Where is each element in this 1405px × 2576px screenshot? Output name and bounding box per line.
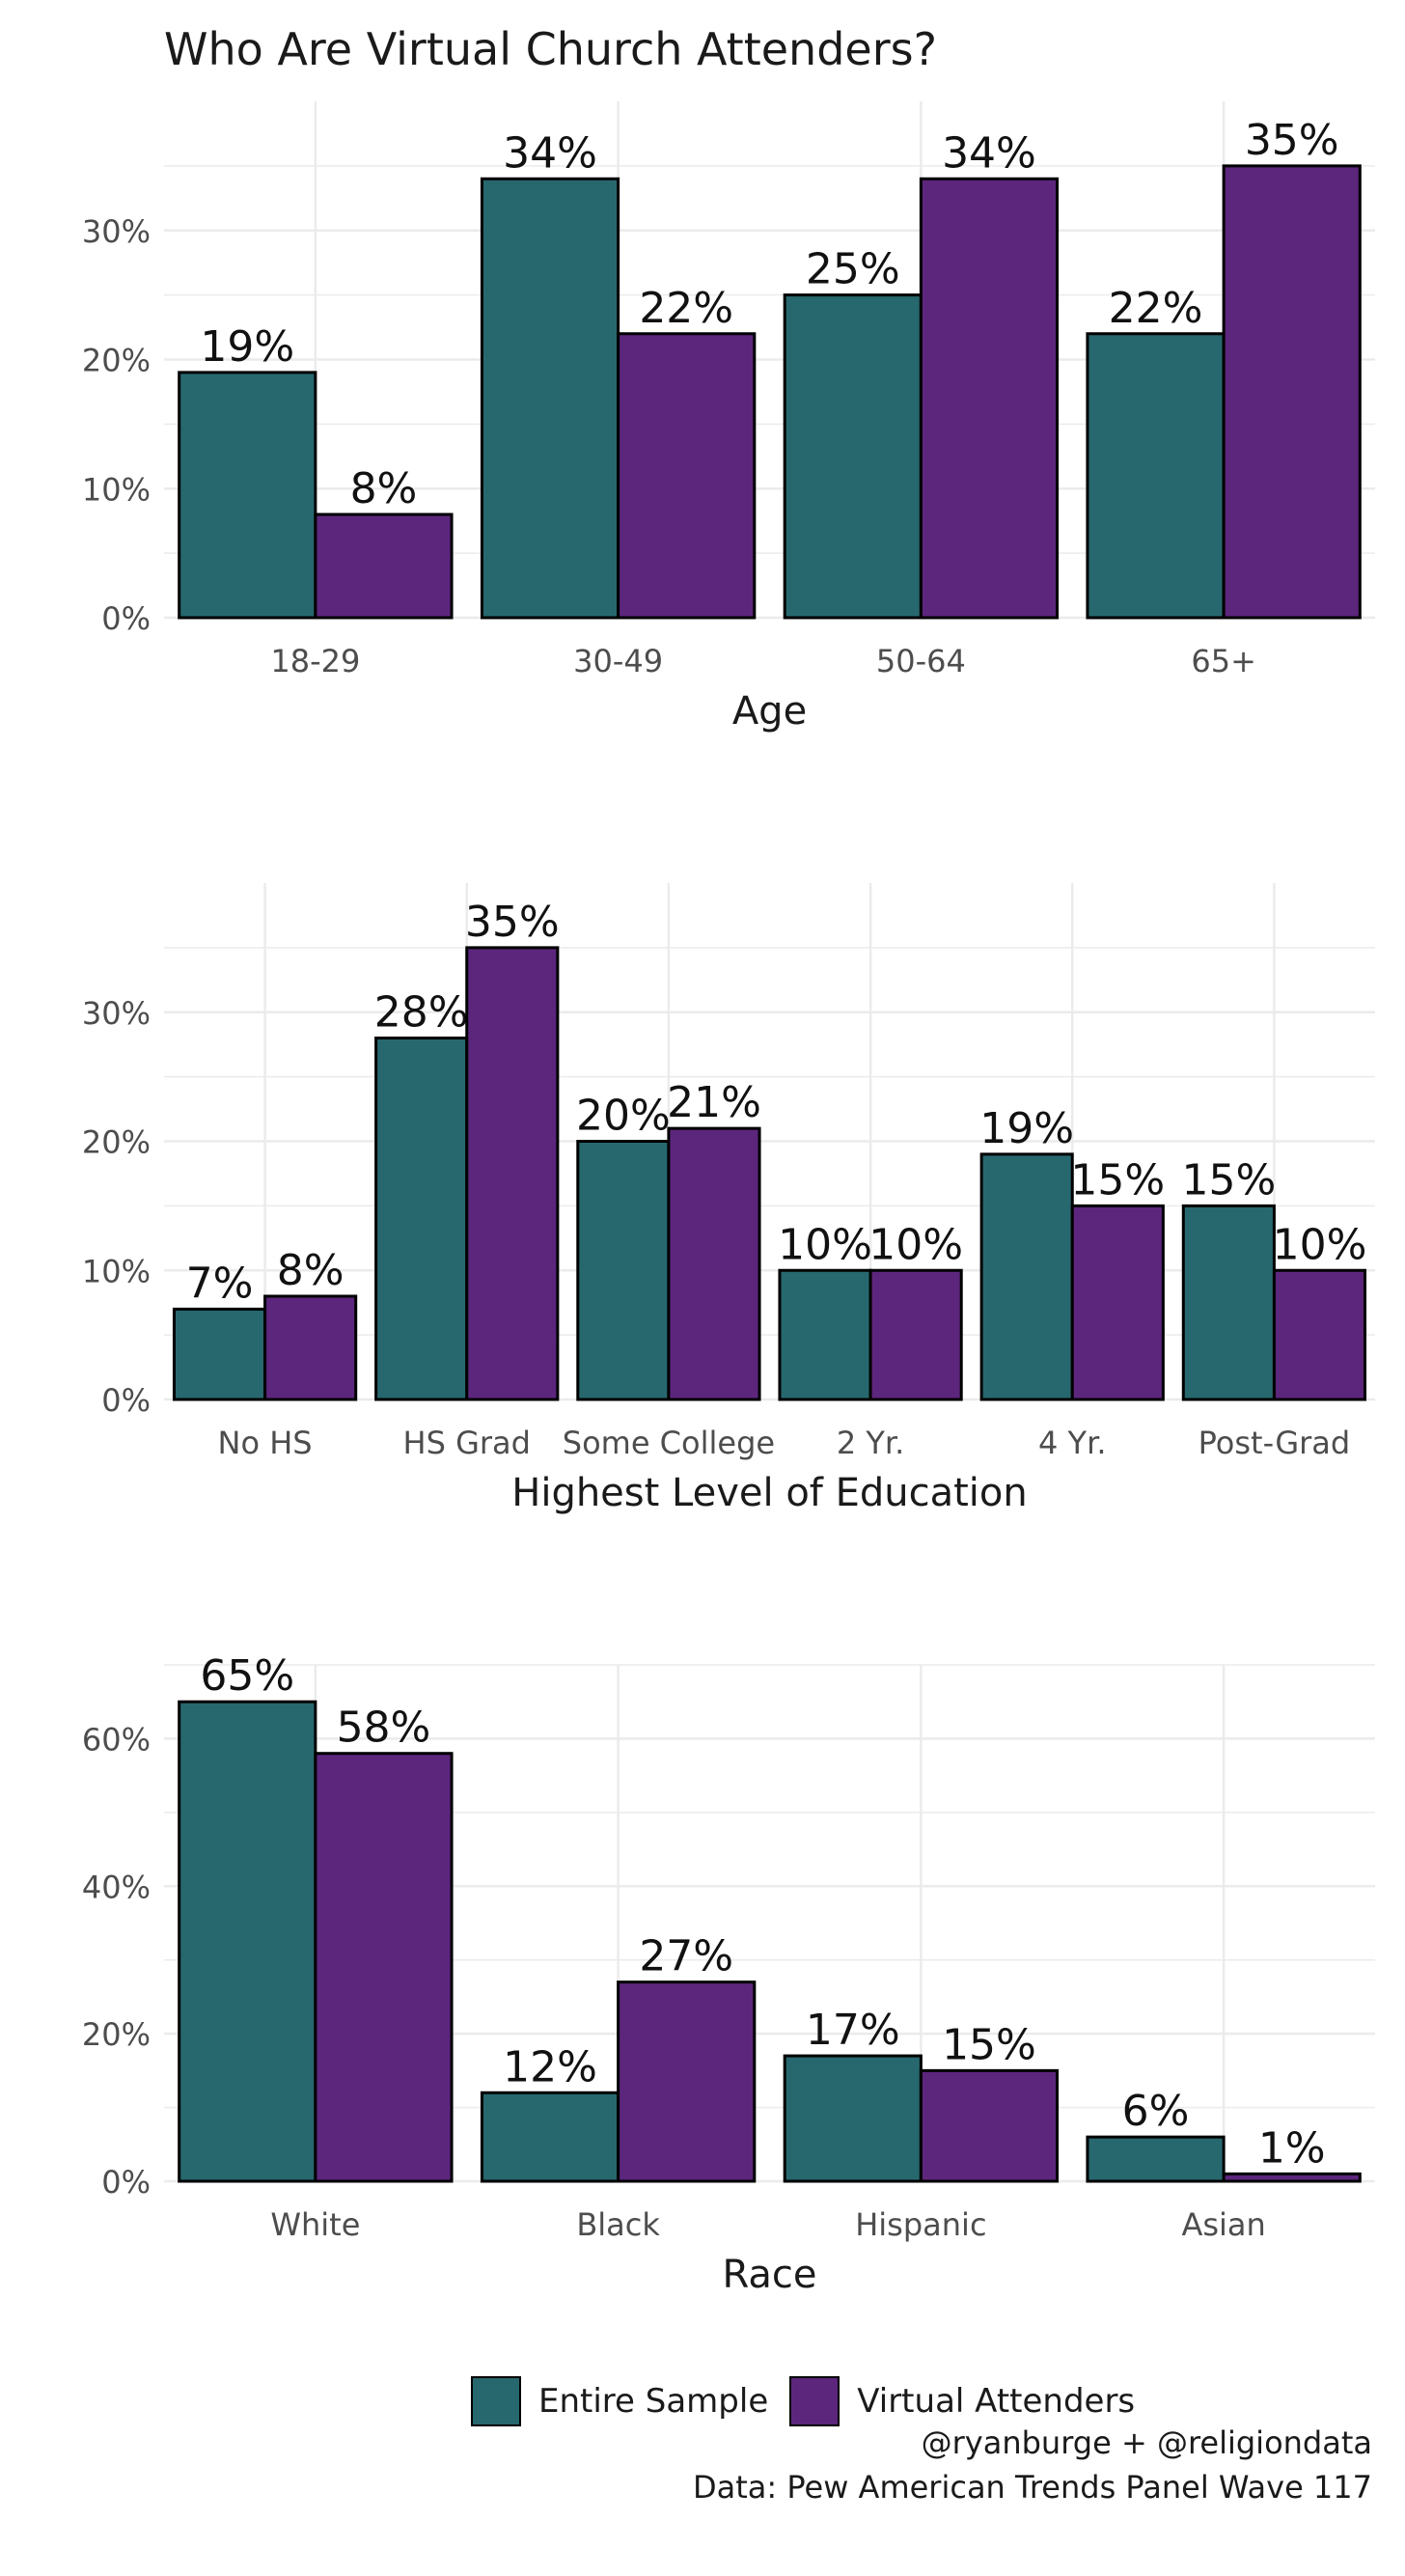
education-data-label-virtual: 10% [868, 1220, 963, 1269]
education-bar-entire [172, 1307, 267, 1401]
education-data-label-entire: 20% [576, 1092, 671, 1141]
race-bar-entire [783, 2054, 923, 2183]
race-bar-virtual [919, 2068, 1060, 2183]
legend-swatch-entire [471, 2376, 521, 2426]
race-ytick-label: 60% [82, 1721, 151, 1758]
education-xtick-label: HS Grad [403, 1425, 531, 1461]
legend: Entire Sample Virtual Attenders [471, 2376, 1156, 2426]
race-bar-virtual [617, 1980, 757, 2183]
age-bar-virtual [919, 177, 1060, 620]
education-ytick-label: 0% [101, 1382, 151, 1419]
age-ytick-label: 0% [101, 600, 151, 637]
education-xtick-label: 2 Yr. [837, 1425, 904, 1461]
age-xtick-label: 50-64 [876, 643, 966, 679]
education-ytick-label: 10% [82, 1253, 151, 1289]
education-ytick-label: 30% [82, 995, 151, 1032]
education-xtick-label: Post-Grad [1198, 1425, 1351, 1461]
race-bar-virtual [1222, 2172, 1362, 2183]
education-xtick-label: No HS [218, 1425, 313, 1461]
age-data-label-entire: 34% [503, 128, 597, 178]
age-data-label-virtual: 34% [942, 128, 1036, 178]
legend-item-entire: Entire Sample [471, 2376, 768, 2426]
age-ytick-label: 20% [82, 343, 151, 379]
age-bar-virtual [1222, 164, 1362, 620]
education-bar-virtual [1272, 1268, 1367, 1401]
race-bar-virtual [314, 1752, 454, 2183]
age-bar-entire [1086, 332, 1226, 620]
age-xtick-label: 30-49 [573, 643, 663, 679]
education-data-label-virtual: 21% [667, 1078, 761, 1127]
education-xtick-label: 4 Yr. [1038, 1425, 1106, 1461]
age-bar-entire [783, 293, 923, 620]
education-bar-entire [979, 1152, 1074, 1401]
race-data-label-entire: 65% [200, 1651, 294, 1701]
age-data-label-virtual: 8% [350, 464, 418, 513]
legend-swatch-virtual [789, 2376, 840, 2426]
age-xtick-label: 65+ [1191, 643, 1256, 679]
age-axis-title: Age [732, 689, 807, 734]
race-bar-entire [1086, 2135, 1226, 2183]
age-data-label-entire: 25% [806, 245, 900, 294]
education-bar-virtual [1070, 1204, 1165, 1401]
education-ytick-label: 20% [82, 1124, 151, 1161]
age-bar-entire [178, 371, 317, 620]
legend-label-virtual: Virtual Attenders [857, 2382, 1136, 2421]
race-data-label-virtual: 15% [942, 2020, 1036, 2069]
age-data-label-virtual: 35% [1245, 116, 1339, 165]
race-panel: 0% 20% 40% 60% 65% 58% White 12% 27% Black 17% 15% H… [82, 1651, 1375, 2297]
education-bar-entire [1181, 1204, 1276, 1401]
education-data-label-entire: 10% [778, 1220, 872, 1269]
race-bar-entire [480, 2091, 620, 2183]
education-bar-entire [374, 1037, 469, 1401]
race-data-label-entire: 6% [1122, 2087, 1190, 2136]
education-data-label-entire: 28% [374, 988, 469, 1038]
education-data-label-entire: 19% [979, 1104, 1074, 1153]
legend-item-virtual: Virtual Attenders [789, 2376, 1135, 2426]
education-data-label-virtual: 10% [1273, 1220, 1367, 1269]
race-data-label-virtual: 1% [1258, 2123, 1326, 2173]
education-data-label-entire: 15% [1181, 1155, 1276, 1205]
race-data-label-entire: 17% [806, 2006, 900, 2055]
race-data-label-virtual: 58% [337, 1703, 431, 1753]
race-data-label-entire: 12% [503, 2042, 597, 2091]
race-ytick-label: 20% [82, 2016, 151, 2053]
education-axis-title: Highest Level of Education [511, 1471, 1028, 1515]
education-xtick-label: Some College [563, 1425, 775, 1461]
education-bar-virtual [868, 1268, 963, 1401]
age-bar-entire [480, 177, 620, 620]
education-data-label-entire: 7% [186, 1259, 254, 1308]
race-bar-entire [178, 1700, 317, 2183]
race-axis-title: Race [722, 2253, 816, 2297]
caption-credit: @ryanburge + @religiondata [921, 2424, 1372, 2461]
race-xtick-label: Asian [1181, 2206, 1265, 2243]
age-ytick-label: 30% [82, 213, 151, 250]
race-xtick-label: Hispanic [855, 2206, 986, 2243]
education-data-label-virtual: 8% [277, 1246, 344, 1295]
education-bar-virtual [667, 1126, 761, 1401]
education-data-label-virtual: 35% [465, 898, 560, 947]
chart-title: Who Are Virtual Church Attenders? [164, 23, 938, 75]
age-panel: 0% 10% 20% 30% 19% 8% 18-29 34% 22% 30-49 25% 34% 50… [82, 101, 1375, 734]
age-bar-virtual [617, 332, 757, 620]
race-xtick-label: Black [576, 2206, 660, 2243]
race-xtick-label: White [270, 2206, 360, 2243]
legend-label-entire: Entire Sample [538, 2382, 769, 2421]
age-bar-virtual [314, 512, 454, 620]
caption-source: Data: Pew American Trends Panel Wave 117 [693, 2469, 1372, 2506]
age-xtick-label: 18-29 [270, 643, 360, 679]
age-ytick-label: 10% [82, 471, 151, 508]
age-data-label-virtual: 22% [639, 284, 733, 333]
age-data-label-entire: 19% [200, 322, 294, 372]
race-ytick-label: 40% [82, 1869, 151, 1905]
education-bar-entire [576, 1140, 671, 1401]
age-data-label-entire: 22% [1109, 284, 1203, 333]
education-bar-virtual [263, 1294, 358, 1401]
race-ytick-label: 0% [101, 2164, 151, 2201]
education-data-label-virtual: 15% [1070, 1155, 1165, 1205]
education-bar-entire [778, 1268, 872, 1401]
race-data-label-virtual: 27% [639, 1932, 733, 1981]
education-bar-virtual [465, 946, 560, 1401]
